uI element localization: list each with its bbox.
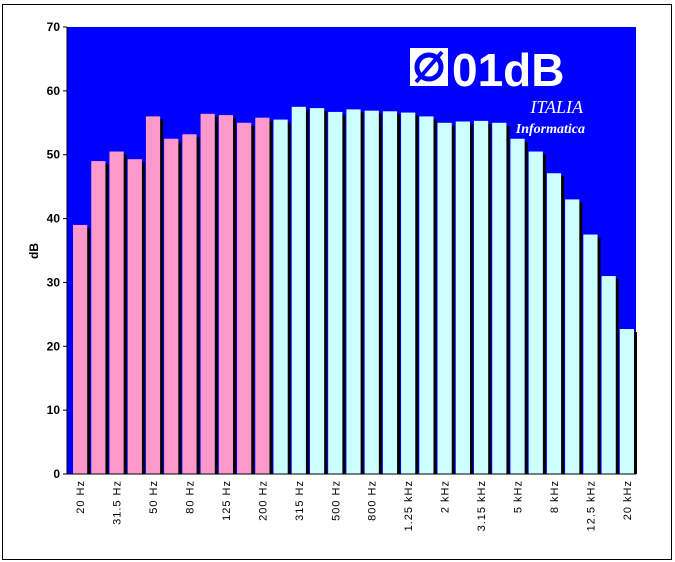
logo-line2: Informatica (515, 122, 585, 137)
x-tick-label: 315 Hz (294, 480, 306, 521)
bar (237, 122, 252, 475)
y-tick-label: 20 (47, 339, 61, 353)
x-tick-label: 20 Hz (75, 480, 87, 514)
logo-brand: 01dB (452, 44, 564, 96)
logo-ring (414, 52, 444, 82)
logo: 01dB ITALIA Informatica (410, 44, 585, 137)
bar (73, 224, 88, 474)
bar (619, 329, 634, 474)
y-tick-label: 30 (47, 275, 61, 289)
bar (455, 121, 470, 474)
x-tick-label: 8 kHz (549, 480, 561, 513)
y-tick-label: 10 (47, 403, 61, 417)
bar (401, 112, 416, 474)
bar (546, 173, 562, 475)
x-tick-label: 80 Hz (184, 480, 196, 514)
bar (528, 151, 543, 474)
y-tick-label: 70 (47, 20, 61, 34)
x-tick-label: 800 Hz (367, 480, 379, 521)
x-tick-label: 5 kHz (513, 480, 525, 513)
bar (328, 111, 343, 475)
bar (164, 138, 179, 474)
bar (182, 134, 197, 474)
bar (437, 122, 452, 475)
y-tick-label: 60 (47, 84, 61, 98)
bar (364, 110, 379, 474)
bar (291, 106, 306, 475)
x-tick-label: 3.15 kHz (476, 480, 488, 531)
bar (218, 115, 234, 474)
bar (309, 108, 325, 474)
y-tick-label: 50 (47, 148, 61, 162)
bar (273, 119, 288, 474)
logo-slash (414, 50, 444, 84)
bar (382, 111, 398, 474)
bar (492, 122, 507, 475)
logo-line1: ITALIA (529, 97, 584, 117)
y-tick-label: 0 (53, 467, 60, 481)
x-tick-label: 2 kHz (440, 480, 452, 513)
bar (200, 113, 215, 475)
bar (583, 234, 598, 474)
x-tick-label: 20 kHz (622, 480, 634, 520)
x-tick-label: 50 Hz (148, 480, 160, 514)
bar (127, 159, 142, 475)
bar (145, 116, 161, 475)
bar (109, 151, 124, 474)
x-tick-label: 1.25 kHz (403, 480, 415, 531)
x-tick-label: 12.5 kHz (585, 480, 597, 531)
bar (601, 276, 616, 474)
x-tick-label: 200 Hz (257, 480, 269, 521)
bar (91, 161, 106, 474)
bar (510, 138, 525, 474)
bar (346, 109, 361, 474)
x-tick-label: 125 Hz (221, 480, 233, 521)
bar (419, 116, 434, 475)
bar (255, 117, 270, 475)
y-axis-label: dB (27, 243, 41, 259)
bar (473, 120, 489, 475)
bar (565, 199, 580, 474)
x-tick-label: 500 Hz (330, 480, 342, 521)
x-tick-label: 31.5 Hz (112, 480, 124, 525)
y-tick-label: 40 (47, 212, 61, 226)
